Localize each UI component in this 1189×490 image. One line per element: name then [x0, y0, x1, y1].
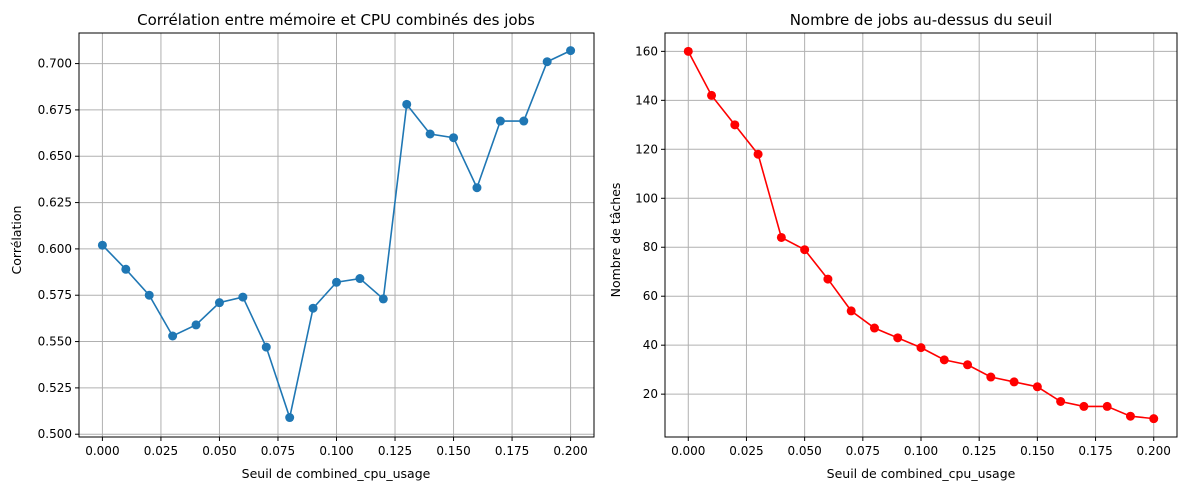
correlation-chart-panel: Corrélation entre mémoire et CPU combiné… [9, 11, 595, 481]
chart-title: Nombre de jobs au-dessus du seuil [790, 11, 1053, 29]
data-point [425, 129, 435, 139]
y-tick-label: 0.600 [38, 242, 72, 256]
x-tick-label: 0.075 [261, 444, 295, 458]
x-tick-label: 0.050 [202, 444, 236, 458]
data-point [869, 323, 879, 333]
data-point [285, 413, 295, 423]
x-tick-label: 0.025 [144, 444, 178, 458]
ticks-group: 0.000 0.025 0.050 0.075 0.100 0.125 0.150 0.175… [635, 44, 1171, 458]
series-group [683, 46, 1159, 424]
y-tick-label: 0.675 [38, 103, 72, 117]
y-tick-label: 0.625 [38, 196, 72, 210]
y-tick-label: 40 [643, 338, 658, 352]
y-tick-label: 140 [635, 93, 658, 107]
chart-title: Corrélation entre mémoire et CPU combiné… [137, 11, 535, 29]
data-point [378, 294, 388, 304]
x-tick-label: 0.200 [1137, 444, 1171, 458]
data-point [776, 232, 786, 242]
data-point [963, 360, 973, 370]
x-tick-label: 0.050 [787, 444, 821, 458]
data-point [1079, 401, 1089, 411]
y-tick-label: 160 [635, 44, 658, 58]
data-point [261, 342, 271, 352]
x-tick-label: 0.100 [904, 444, 938, 458]
x-tick-label: 0.100 [319, 444, 353, 458]
x-tick-label: 0.150 [436, 444, 470, 458]
data-point [893, 333, 903, 343]
y-tick-label: 0.525 [38, 381, 72, 395]
y-tick-label: 0.700 [38, 57, 72, 71]
data-point [449, 133, 459, 143]
data-point [730, 120, 740, 130]
data-point [683, 46, 693, 56]
x-tick-label: 0.175 [495, 444, 529, 458]
x-axis-label: Seuil de combined_cpu_usage [242, 466, 431, 481]
series-group [97, 46, 576, 423]
x-tick-label: 0.125 [378, 444, 412, 458]
data-point [238, 292, 248, 302]
x-tick-label: 0.000 [671, 444, 705, 458]
data-point [332, 277, 341, 287]
data-point [1149, 414, 1159, 424]
y-tick-label: 60 [643, 289, 658, 303]
data-point [800, 245, 810, 255]
data-point [97, 240, 107, 250]
data-point [121, 264, 131, 274]
x-tick-label: 0.125 [962, 444, 996, 458]
data-point [1032, 382, 1042, 392]
job-count-chart-panel: Nombre de jobs au-dessus du seuil 0.000 0… [608, 11, 1178, 481]
data-point [1009, 377, 1019, 387]
y-tick-label: 100 [635, 191, 658, 205]
data-point [753, 149, 763, 159]
x-tick-label: 0.000 [85, 444, 119, 458]
data-point [986, 372, 996, 382]
data-point [707, 90, 717, 100]
data-point [916, 343, 926, 353]
y-axis-label: Corrélation [9, 206, 24, 275]
data-point [542, 57, 552, 67]
data-point [1056, 396, 1066, 406]
y-tick-label: 20 [643, 387, 658, 401]
x-axis-label: Seuil de combined_cpu_usage [827, 466, 1016, 481]
x-tick-label: 0.150 [1020, 444, 1054, 458]
data-point [823, 274, 833, 284]
data-point [214, 298, 224, 308]
data-point [144, 290, 154, 300]
y-tick-label: 120 [635, 142, 658, 156]
data-point [308, 303, 318, 313]
y-tick-label: 0.575 [38, 288, 72, 302]
data-point [519, 116, 529, 126]
data-point [402, 99, 412, 109]
data-point [1102, 401, 1112, 411]
data-point [1125, 411, 1135, 421]
x-tick-label: 0.075 [846, 444, 880, 458]
data-point [846, 306, 856, 316]
data-point [168, 331, 178, 341]
x-tick-label: 0.175 [1078, 444, 1112, 458]
y-tick-label: 0.650 [38, 149, 72, 163]
data-point [472, 183, 482, 193]
y-tick-label: 80 [643, 240, 658, 254]
data-point [939, 355, 949, 365]
data-point [495, 116, 505, 126]
y-axis-label: Nombre de tâches [608, 183, 623, 298]
data-point [191, 320, 201, 330]
x-tick-label: 0.200 [553, 444, 587, 458]
y-tick-label: 0.550 [38, 335, 72, 349]
grid [665, 33, 1177, 437]
grid [79, 33, 594, 437]
x-tick-label: 0.025 [729, 444, 763, 458]
data-point [355, 274, 365, 284]
data-point [566, 46, 576, 56]
ticks-group: 0.000 0.025 0.050 0.075 0.100 0.125 0.150 0.175… [38, 57, 588, 458]
y-tick-label: 0.500 [38, 427, 72, 441]
